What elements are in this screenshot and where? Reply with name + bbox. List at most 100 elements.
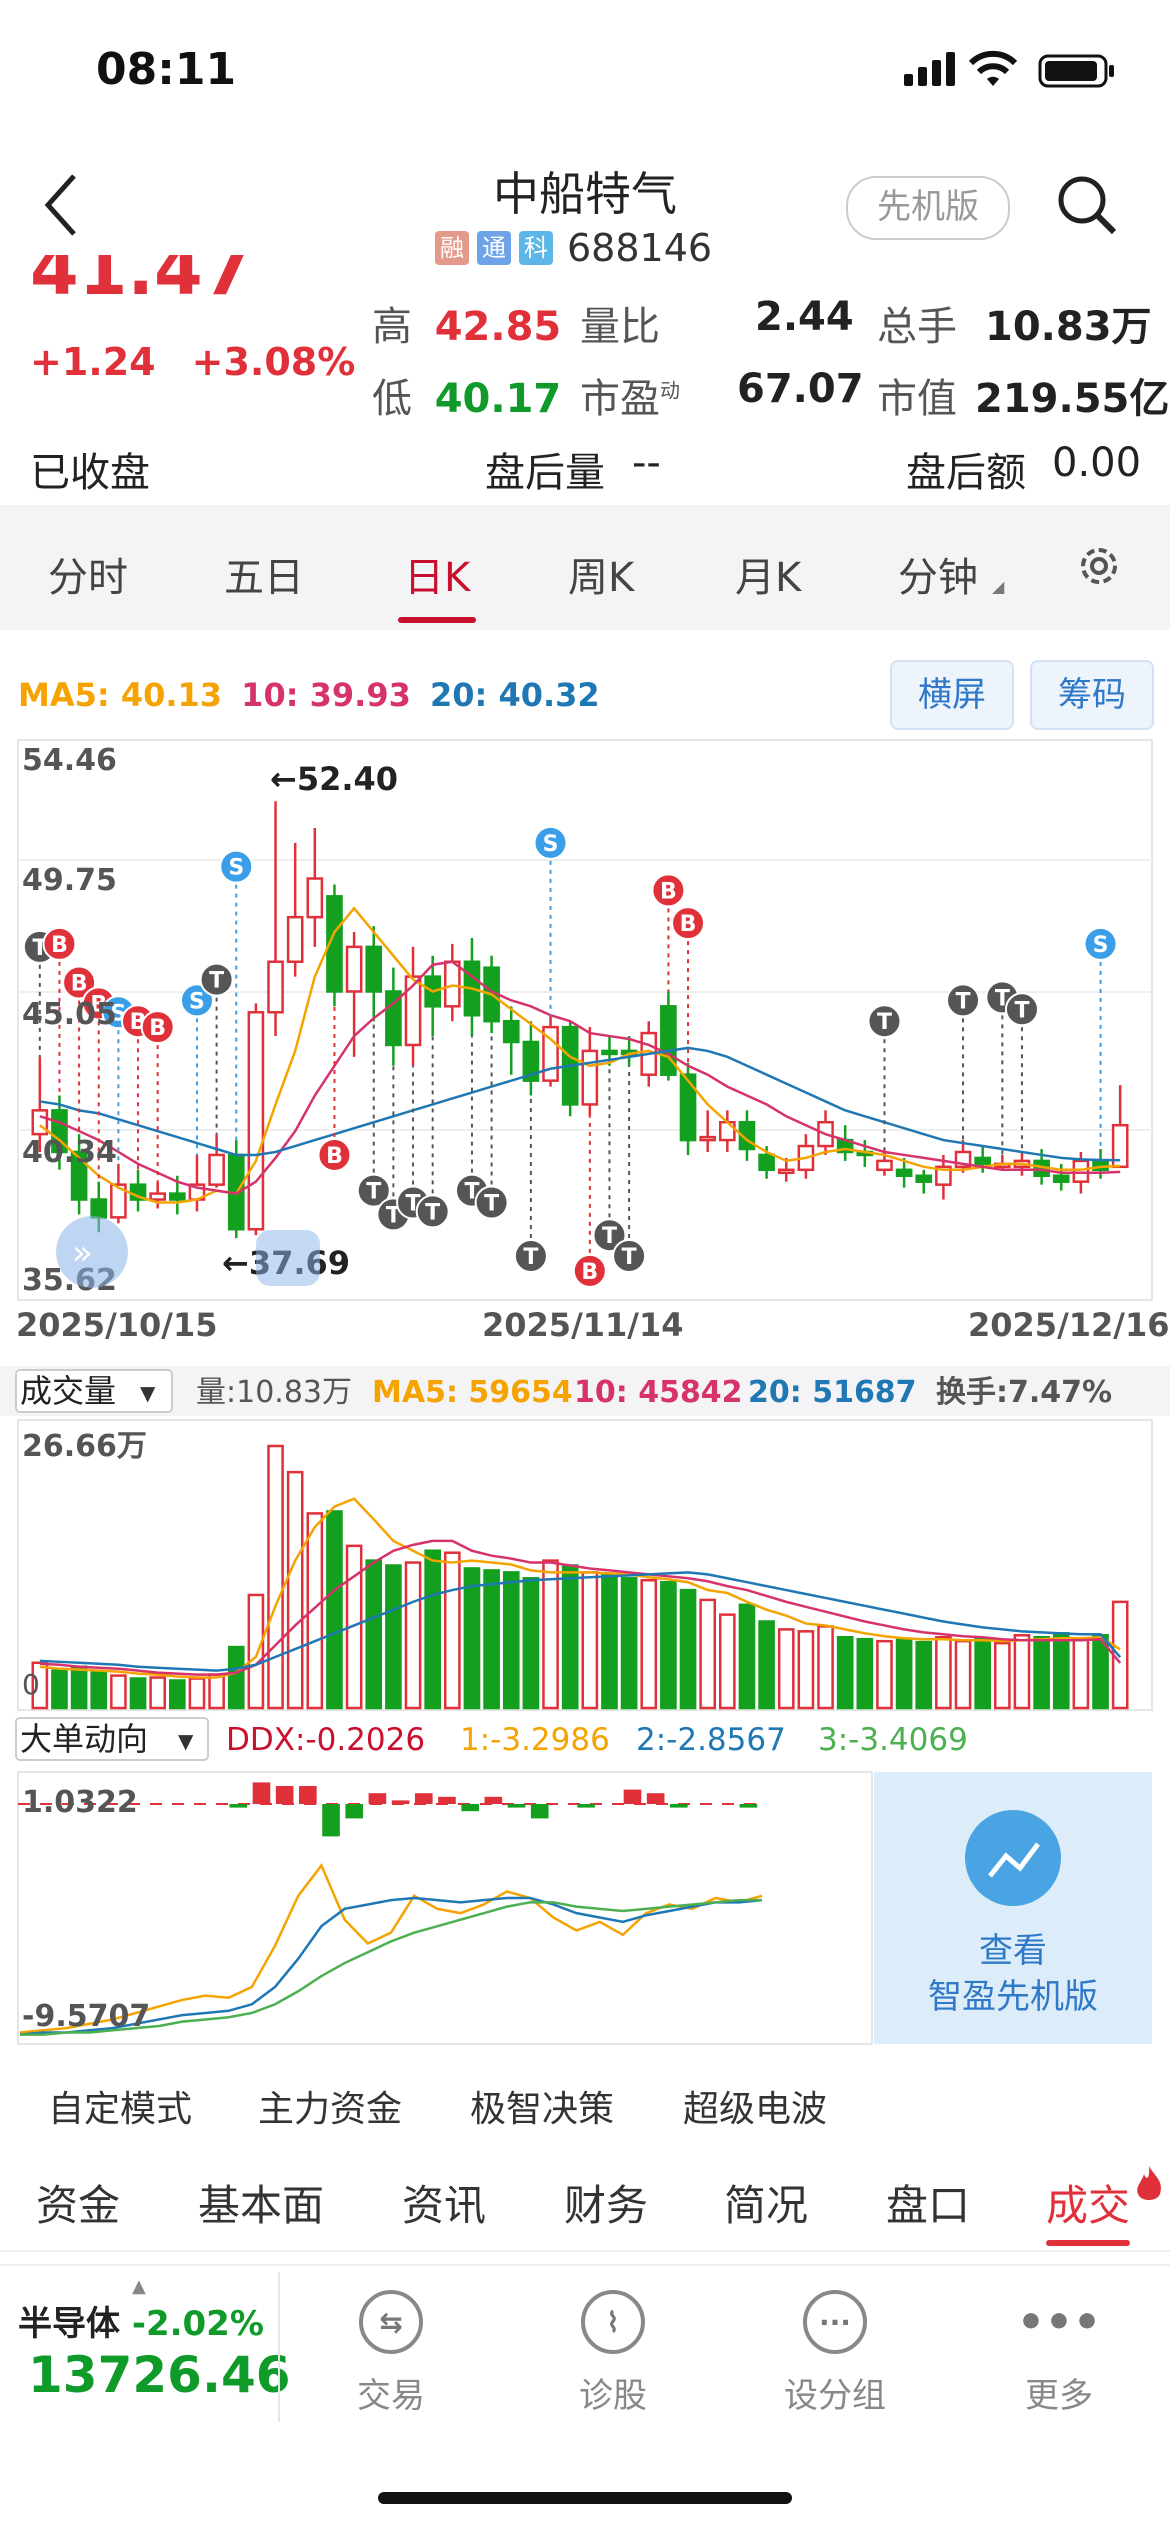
back-icon[interactable] bbox=[40, 170, 80, 240]
ddx-value: DDX:-0.2026 bbox=[226, 1722, 425, 1758]
chips-button[interactable]: 筹码 bbox=[1030, 660, 1154, 730]
volume-bar bbox=[935, 1635, 952, 1710]
price-change: +1.24 +3.08% bbox=[30, 340, 355, 384]
volume-bar bbox=[188, 1677, 206, 1710]
link-jizhi[interactable]: 极智决策 bbox=[470, 2089, 615, 2130]
tab-funds[interactable]: 资金 bbox=[36, 2181, 121, 2230]
candle-body bbox=[522, 1040, 540, 1082]
volume-bar bbox=[424, 1549, 442, 1710]
ddx-bar bbox=[577, 1804, 595, 1808]
stock-code: 688146 bbox=[567, 226, 713, 270]
footer-diagnose[interactable]: ⌇ 诊股 bbox=[538, 2290, 688, 2417]
footer-more[interactable]: ••• 更多 bbox=[984, 2290, 1134, 2417]
signal-b-label: B bbox=[660, 879, 677, 904]
settings-gear-icon[interactable] bbox=[1074, 541, 1124, 591]
more-icon: ••• bbox=[1016, 2296, 1102, 2348]
fast-forward-icon[interactable] bbox=[56, 1216, 128, 1288]
tab-profile[interactable]: 简况 bbox=[724, 2181, 809, 2230]
ddx-line-2 bbox=[19, 1896, 763, 2036]
signal-t-label: T bbox=[484, 1192, 499, 1217]
signal-t-label: T bbox=[209, 969, 224, 994]
volume-ma20: 20: 51687 bbox=[748, 1375, 917, 1410]
volume-selector-label: 成交量 bbox=[20, 1372, 116, 1410]
candle-body bbox=[149, 1192, 167, 1201]
signal-t-label: T bbox=[602, 1224, 617, 1249]
candle-body bbox=[365, 945, 383, 993]
ma-legend: MA5: 40.13 10: 39.93 20: 40.32 bbox=[18, 676, 600, 714]
candle-body bbox=[915, 1174, 933, 1183]
volume-ma-ma10 bbox=[39, 1539, 1122, 1676]
signal-t-marker bbox=[592, 1218, 627, 1253]
landscape-button[interactable]: 横屏 bbox=[890, 660, 1014, 730]
signal-t-marker bbox=[415, 1194, 450, 1229]
signal-b-label: B bbox=[326, 1144, 343, 1169]
total-hands-label: 总手 bbox=[877, 304, 957, 350]
signal-t-label: T bbox=[877, 1010, 892, 1035]
search-icon[interactable] bbox=[1054, 172, 1120, 238]
ddx-bar bbox=[391, 1800, 410, 1804]
signal-t-label: T bbox=[1014, 998, 1029, 1023]
volume-bar bbox=[31, 1661, 49, 1710]
volratio-value: 2.44 bbox=[755, 294, 854, 340]
sector-line[interactable]: 半导体 -2.02% bbox=[18, 2296, 264, 2345]
candle-body bbox=[935, 1165, 952, 1186]
dropdown-caret-icon: ◢ bbox=[992, 577, 1005, 596]
footer-diagnose-label: 诊股 bbox=[579, 2376, 647, 2416]
candle-body bbox=[326, 895, 343, 993]
volume-axis-zero: 0 bbox=[22, 1668, 40, 1701]
candle-body bbox=[286, 915, 304, 963]
expand-icon[interactable] bbox=[256, 1230, 320, 1286]
volume-selector[interactable] bbox=[15, 1369, 173, 1413]
ma-line-ma10 bbox=[39, 960, 1121, 1195]
footer-group[interactable]: ··· 设分组 bbox=[760, 2290, 910, 2417]
date-mid: 2025/11/14 bbox=[482, 1306, 684, 1344]
home-indicator bbox=[378, 2492, 792, 2504]
change-pct: +3.08% bbox=[191, 340, 356, 384]
wifi-icon bbox=[968, 50, 1018, 86]
volume-bar bbox=[620, 1577, 638, 1710]
candle-body bbox=[758, 1153, 775, 1172]
volume-bar bbox=[522, 1577, 540, 1710]
candle-body bbox=[70, 1150, 88, 1201]
tab-news[interactable]: 资讯 bbox=[402, 2181, 487, 2230]
tab-fundamentals[interactable]: 基本面 bbox=[198, 2181, 325, 2230]
candle-body bbox=[895, 1168, 913, 1178]
volume-bar bbox=[895, 1637, 913, 1710]
tab-zhouk[interactable]: 周K bbox=[568, 555, 635, 601]
candle-body bbox=[699, 1135, 716, 1142]
signal-s-label: S bbox=[1093, 933, 1109, 958]
tab-rik[interactable]: 日K bbox=[404, 555, 471, 601]
volume-bar bbox=[954, 1639, 972, 1710]
link-super-wave[interactable]: 超级电波 bbox=[683, 2089, 828, 2130]
pe-label-text: 市盈 bbox=[580, 376, 660, 422]
date-start: 2025/10/15 bbox=[16, 1306, 218, 1344]
link-custom-mode[interactable]: 自定模式 bbox=[48, 2089, 193, 2130]
tab-fenshi[interactable]: 分时 bbox=[48, 555, 128, 601]
ddx-bars bbox=[229, 1782, 758, 1837]
ddx-bar bbox=[438, 1796, 456, 1804]
ddx-line3: 3:-3.4069 bbox=[818, 1722, 968, 1758]
sector-index: 13726.46 bbox=[28, 2346, 291, 2404]
footer-divider bbox=[0, 2264, 1170, 2266]
tab-handicap[interactable]: 盘口 bbox=[886, 2181, 971, 2230]
ddx-frame bbox=[17, 1771, 873, 2045]
tab-trades[interactable]: 成交 bbox=[1046, 2181, 1131, 2230]
volume-ma10: 10: 45842 bbox=[574, 1375, 743, 1410]
change-value: +1.24 bbox=[30, 340, 156, 384]
link-main-funds[interactable]: 主力资金 bbox=[258, 2089, 403, 2130]
xianji-button[interactable]: 先机版 bbox=[846, 176, 1010, 240]
tab-finance[interactable]: 财务 bbox=[564, 2181, 649, 2230]
footer-trade[interactable]: ⇆ 交易 bbox=[316, 2290, 466, 2417]
tab-fenzhong[interactable]: 分钟 bbox=[898, 555, 978, 601]
volume-ma-lines bbox=[39, 1497, 1122, 1679]
signal-s-label: S bbox=[189, 989, 205, 1014]
candle-body bbox=[110, 1183, 127, 1219]
tab-yuek[interactable]: 月K bbox=[735, 555, 802, 601]
kline-frame bbox=[17, 739, 1153, 1301]
signal-t-label: T bbox=[386, 1203, 401, 1228]
battery-icon bbox=[1038, 54, 1114, 88]
high-value: 42.85 bbox=[434, 304, 562, 350]
tab-wuri[interactable]: 五日 bbox=[224, 555, 304, 601]
ddx-selector[interactable] bbox=[15, 1717, 209, 1761]
